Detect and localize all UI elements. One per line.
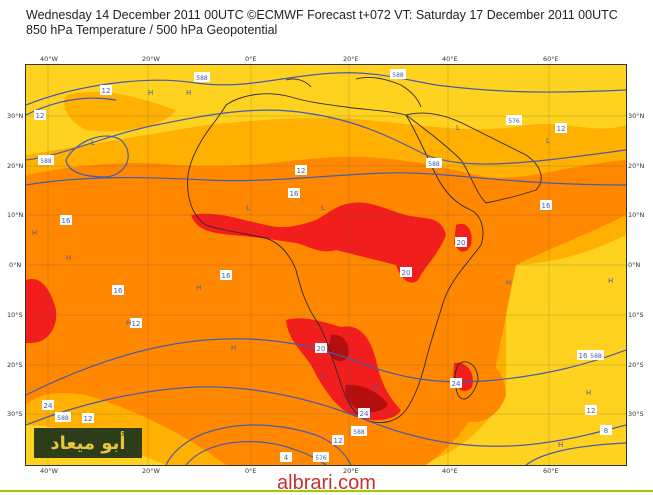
temperature-band-dark-red xyxy=(345,384,388,413)
lon-label-top: 20°E xyxy=(343,55,359,63)
lon-label-bottom: 40°W xyxy=(40,467,58,475)
lat-lon-grid xyxy=(26,65,626,465)
lat-label-right: 10°S xyxy=(628,311,644,319)
high-pressure-marker: H xyxy=(186,89,191,97)
watermark-text: أبو ميعاد xyxy=(50,432,126,454)
high-pressure-marker: H xyxy=(66,254,71,262)
high-pressure-marker: H xyxy=(32,229,37,237)
temperature-band-red xyxy=(191,202,446,283)
lon-label-top: 60°E xyxy=(543,55,559,63)
temperature-label: 20 xyxy=(457,239,466,247)
lon-label-top: 40°W xyxy=(40,55,58,63)
temperature-label: 24 xyxy=(452,380,461,388)
temperature-label: 24 xyxy=(44,402,53,410)
temperature-label: 12 xyxy=(36,112,45,120)
geopotential-label: 588 xyxy=(428,161,440,168)
lat-label-right: 30°N xyxy=(628,112,645,120)
lat-label-right: 30°S xyxy=(628,410,644,418)
lat-label-left: 0°N xyxy=(9,261,22,269)
temperature-label: 12 xyxy=(84,415,93,423)
lat-label-right: 20°S xyxy=(628,361,644,369)
temperature-label: 20 xyxy=(402,269,411,277)
lat-label-right: 0°N xyxy=(628,261,641,269)
geopotential-label: 588 xyxy=(353,429,365,436)
high-pressure-marker: H xyxy=(558,441,563,449)
geopotential-label: 588 xyxy=(40,158,52,165)
low-pressure-marker: L xyxy=(321,372,325,380)
geopotential-label: 588 xyxy=(196,75,208,82)
temperature-label: 16 xyxy=(579,352,588,360)
low-pressure-marker: L xyxy=(246,204,250,212)
temperature-label: 12 xyxy=(132,320,141,328)
temperature-label: 16 xyxy=(114,287,123,295)
high-pressure-marker: H xyxy=(196,284,201,292)
lon-label-bottom: 40°E xyxy=(442,467,458,475)
high-pressure-marker: H xyxy=(586,389,591,397)
forecast-subtitle: 850 hPa Temperature / 500 hPa Geopotenti… xyxy=(26,23,278,37)
high-pressure-marker: H xyxy=(506,279,511,287)
temperature-label: 16 xyxy=(290,190,299,198)
high-pressure-marker: H xyxy=(148,89,153,97)
temperature-band-red xyxy=(26,279,57,343)
geopotential-labels: 588 588 576 588 588 588 588 576 588 570 xyxy=(38,69,604,462)
temperature-label: 12 xyxy=(334,437,343,445)
high-pressure-marker: H xyxy=(126,319,131,327)
lat-label-left: 20°N xyxy=(7,162,24,170)
footer-divider xyxy=(0,490,653,492)
temperature-band-dark-red xyxy=(328,334,349,362)
temperature-label: 12 xyxy=(557,125,566,133)
low-pressure-marker: L xyxy=(321,204,325,212)
lat-label-left: 30°N xyxy=(7,112,24,120)
geopotential-label: 576 xyxy=(315,455,327,462)
high-pressure-marker: H xyxy=(374,384,379,392)
geopotential-label: 588 xyxy=(590,353,602,360)
watermark-logo: أبو ميعاد xyxy=(34,428,142,458)
high-pressure-marker: H xyxy=(231,344,236,352)
lon-label-top: 40°E xyxy=(442,55,458,63)
geopotential-label: 588 xyxy=(57,415,69,422)
lat-label-right: 20°N xyxy=(628,162,645,170)
low-pressure-marker: L xyxy=(456,124,460,132)
lon-label-top: 20°W xyxy=(142,55,160,63)
map-header: Wednesday 14 December 2011 00UTC ©ECMWF … xyxy=(26,8,618,38)
temperature-label: 16 xyxy=(222,272,231,280)
lat-label-left: 10°S xyxy=(7,311,23,319)
high-pressure-marker: H xyxy=(608,277,613,285)
lat-label-left: 30°S xyxy=(7,410,23,418)
lon-label-bottom: 60°E xyxy=(543,467,559,475)
lat-label-left: 20°S xyxy=(7,361,23,369)
temperature-labels: 12 12 12 12 16 16 16 16 16 20 20 20 24 2… xyxy=(34,85,612,462)
low-pressure-marker: L xyxy=(91,139,95,147)
site-link[interactable]: albrari.com xyxy=(277,472,376,494)
lon-label-bottom: 20°E xyxy=(343,467,359,475)
temperature-label: 12 xyxy=(102,87,111,95)
temperature-label: 8 xyxy=(604,427,608,435)
temperature-label: 16 xyxy=(62,217,71,225)
coastline xyxy=(187,76,542,423)
temperature-label: 4 xyxy=(284,454,289,462)
temperature-label: 16 xyxy=(542,202,551,210)
lat-label-left: 10°N xyxy=(7,211,24,219)
lon-label-bottom: 0°E xyxy=(245,467,257,475)
temperature-label: 12 xyxy=(587,407,596,415)
temperature-label: 12 xyxy=(297,167,306,175)
low-pressure-marker: L xyxy=(546,137,550,145)
lon-label-bottom: 20°W xyxy=(142,467,160,475)
geopotential-contours xyxy=(26,72,626,465)
forecast-title: Wednesday 14 December 2011 00UTC ©ECMWF … xyxy=(26,8,618,22)
geopotential-label: 588 xyxy=(392,72,404,79)
weather-map: 12 12 12 12 16 16 16 16 16 20 20 20 24 2… xyxy=(25,64,627,466)
lon-label-top: 0°E xyxy=(245,55,257,63)
geopotential-label: 576 xyxy=(508,118,520,125)
temperature-label: 20 xyxy=(317,345,326,353)
lat-label-right: 10°N xyxy=(628,211,645,219)
weather-map-canvas: 12 12 12 12 16 16 16 16 16 20 20 20 24 2… xyxy=(26,65,626,465)
temperature-label: 24 xyxy=(360,410,369,418)
pressure-markers: H H H H H H H H L L L L L L H H H H xyxy=(32,89,613,449)
